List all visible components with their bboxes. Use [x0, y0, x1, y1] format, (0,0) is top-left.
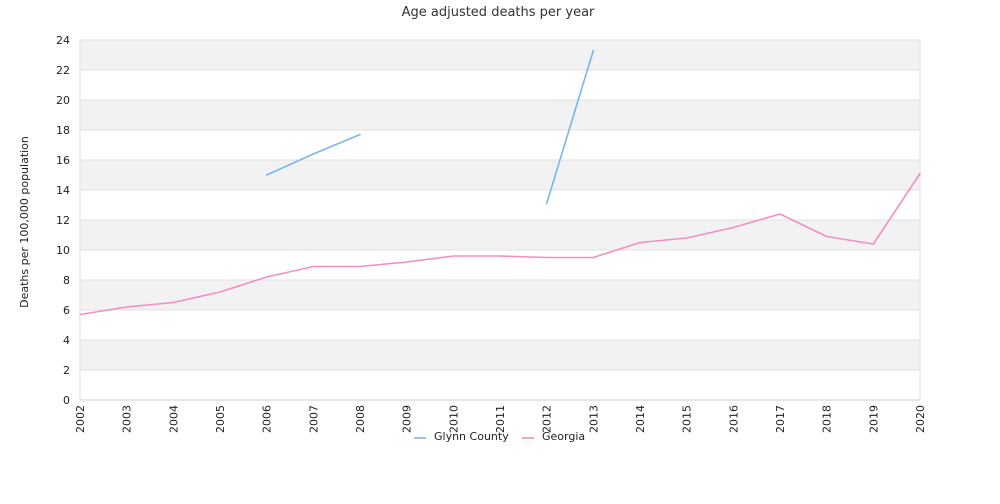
x-tick-label: 2012 [541, 405, 554, 433]
x-tick-label: 2006 [261, 405, 274, 433]
x-axis-tick-labels: 2002 2003 2004 2005 2006 2007 2008 2009 2010 2011… [74, 405, 927, 433]
y-tick-label: 4 [63, 334, 70, 347]
legend[interactable]: Glynn County Georgia [414, 430, 585, 443]
x-tick-label: 2019 [867, 405, 880, 433]
plot-band [80, 220, 920, 250]
y-tick-label: 24 [56, 34, 70, 47]
y-tick-label: 2 [63, 364, 70, 377]
x-tick-label: 2008 [354, 405, 367, 433]
x-tick-label: 2015 [681, 405, 694, 433]
x-tick-label: 2016 [727, 405, 740, 433]
x-tick-label: 2013 [587, 405, 600, 433]
plot-band [80, 280, 920, 310]
y-tick-label: 6 [63, 304, 70, 317]
x-tick-label: 2005 [214, 405, 227, 433]
x-tick-label: 2018 [821, 405, 834, 433]
plot-band [80, 100, 920, 130]
plot-band [80, 40, 920, 70]
chart-title: Age adjusted deaths per year [402, 5, 595, 20]
y-tick-label: 20 [56, 94, 70, 107]
y-tick-label: 14 [56, 184, 70, 197]
series-line-glynn-county [545, 49, 595, 205]
series-line-georgia [79, 172, 921, 316]
series-line-glynn-county [265, 133, 361, 176]
plot-band [80, 70, 920, 100]
y-tick-label: 18 [56, 124, 70, 137]
x-tick-label: 2007 [307, 405, 320, 433]
plot-band [80, 190, 920, 220]
plot-band [80, 160, 920, 190]
x-tick-label: 2009 [401, 405, 414, 433]
x-tick-label: 2002 [74, 405, 87, 433]
plot-band [80, 250, 920, 280]
plot-band [80, 130, 920, 160]
y-tick-label: 16 [56, 154, 70, 167]
legend-item-georgia[interactable]: Georgia [522, 430, 585, 443]
x-tick-label: 2003 [121, 405, 134, 433]
y-tick-label: 22 [56, 64, 70, 77]
x-tick-label: 2020 [914, 405, 927, 433]
y-tick-label: 12 [56, 214, 70, 227]
plot-band [80, 340, 920, 370]
plot-background-bands [80, 40, 920, 400]
legend-item-glynn-county[interactable]: Glynn County [414, 430, 509, 443]
legend-label: Glynn County [434, 430, 509, 443]
plot-band [80, 370, 920, 400]
x-tick-label: 2004 [167, 405, 180, 433]
y-tick-label: 8 [63, 274, 70, 287]
plot-band [80, 310, 920, 340]
legend-label: Georgia [542, 430, 585, 443]
x-tick-label: 2017 [774, 405, 787, 433]
y-tick-label: 0 [63, 394, 70, 407]
x-tick-label: 2010 [447, 405, 460, 433]
y-tick-label: 10 [56, 244, 70, 257]
series-lines [79, 49, 921, 316]
gridlines [79, 39, 921, 401]
y-axis-title: Deaths per 100,000 population [18, 136, 31, 308]
x-tick-label: 2014 [634, 405, 647, 433]
x-tick-label: 2011 [494, 405, 507, 433]
